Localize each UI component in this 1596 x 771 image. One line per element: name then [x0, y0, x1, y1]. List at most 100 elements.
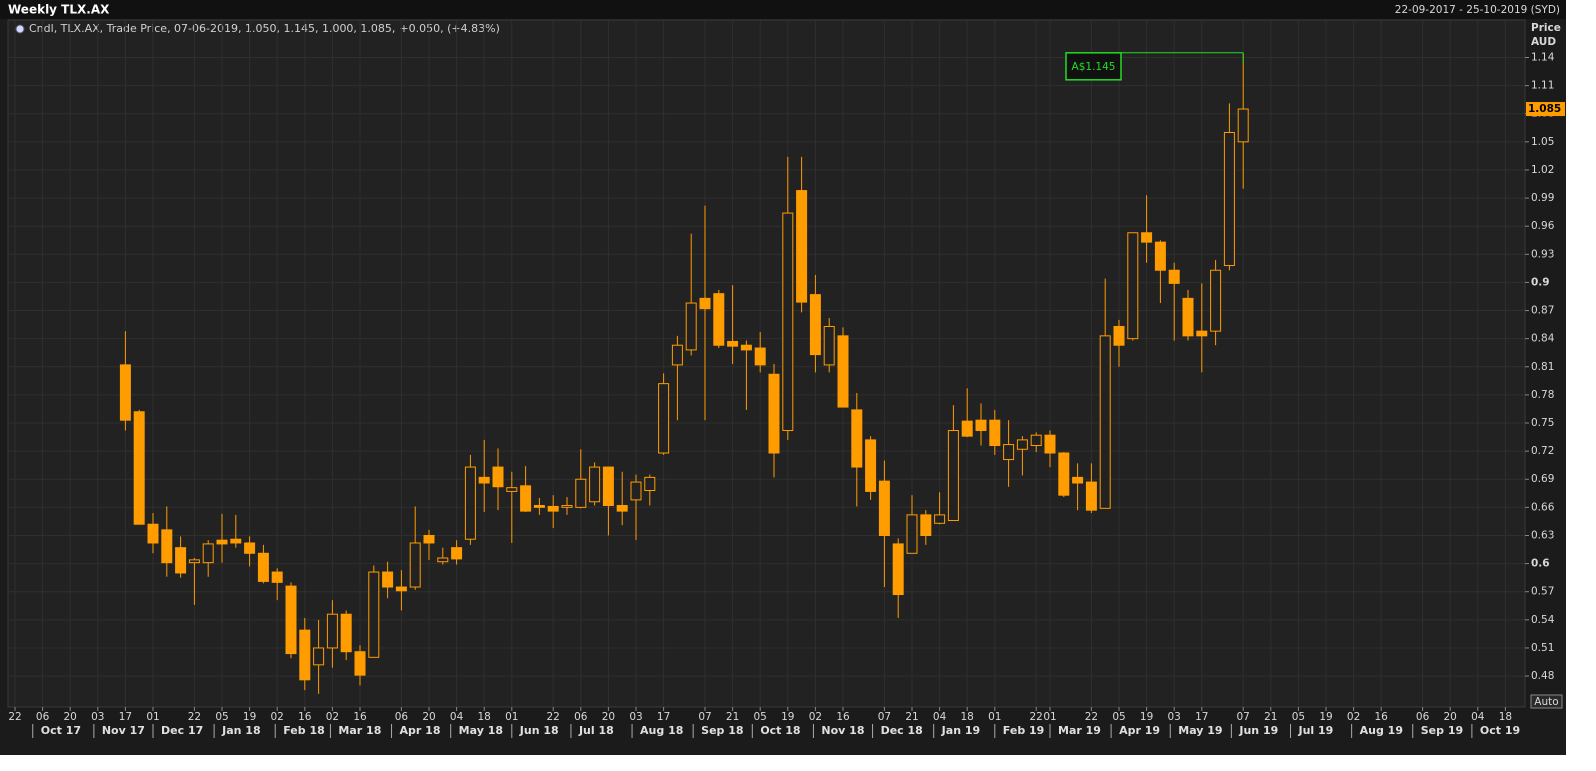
x-tick-label: 04 [1471, 711, 1485, 723]
candle-body [257, 552, 269, 582]
month-label: Jan 19 [941, 724, 980, 737]
legend-icon[interactable] [15, 24, 25, 34]
x-tick-label: 07 [698, 711, 711, 723]
y-tick-label: 0.57 [1531, 586, 1554, 598]
candle-body [561, 504, 573, 508]
candle-body [409, 542, 421, 588]
auto-button-label[interactable]: Auto [1534, 696, 1558, 708]
candle-body [244, 542, 256, 554]
candle-body [754, 347, 766, 366]
month-label: Feb 19 [1003, 724, 1045, 737]
x-tick-label: 20 [602, 711, 615, 723]
month-label: Mar 19 [1058, 724, 1101, 737]
candle-body [796, 190, 808, 303]
y-tick-label: 0.78 [1531, 389, 1554, 401]
candle-body [920, 514, 932, 536]
candle-body [437, 557, 449, 563]
month-label: Aug 19 [1360, 724, 1403, 737]
candle-body [354, 651, 366, 676]
candle-body [768, 373, 780, 454]
y-axis-label: AUD [1531, 36, 1556, 48]
candle-body [1223, 131, 1235, 267]
y-tick-label: 0.9 [1531, 276, 1550, 288]
x-tick-label: 05 [215, 711, 228, 723]
candle-body [1113, 325, 1125, 346]
candle-body [547, 505, 559, 512]
annotation-label: A$1.145 [1072, 61, 1116, 73]
candle-body [368, 571, 380, 658]
x-tick-label: 19 [781, 711, 794, 723]
annotation-box [1065, 52, 1122, 81]
candle-body [1127, 232, 1139, 340]
x-tick-label: 18 [478, 711, 491, 723]
x-tick-label: 02 [326, 711, 339, 723]
candle-body [147, 523, 159, 544]
y-tick-label: 0.6 [1531, 558, 1550, 570]
month-label: Oct 19 [1480, 724, 1520, 737]
x-tick-label: 18 [1499, 711, 1512, 723]
candle-body [602, 466, 614, 506]
month-label: Jul 18 [578, 724, 614, 737]
legend-text: Cndl, TLX.AX, Trade Price, 07-06-2019, 1… [29, 22, 395, 35]
x-tick-label: 22 [547, 711, 560, 723]
candle-body [685, 302, 697, 351]
candle-body [326, 613, 338, 649]
y-tick-label: 0.75 [1531, 417, 1554, 429]
candle-body [1016, 439, 1028, 450]
candle-body [782, 212, 794, 432]
auto-button[interactable] [1530, 694, 1563, 709]
candle-body [727, 340, 739, 347]
candle-body [1237, 108, 1249, 143]
candle-body [1182, 297, 1194, 337]
x-tick-label: 01 [1043, 711, 1056, 723]
candle-body [464, 466, 476, 540]
month-label: Apr 18 [400, 724, 441, 737]
x-tick-label: 19 [1140, 711, 1153, 723]
y-tick-label: 0.93 [1531, 248, 1554, 260]
x-tick-label: 22 [8, 711, 21, 723]
x-tick-label: 03 [629, 711, 642, 723]
month-label: May 18 [459, 724, 503, 737]
x-tick-label: 01 [505, 711, 518, 723]
x-tick-label: 01 [146, 711, 159, 723]
candle-body [313, 647, 325, 666]
x-tick-label: 16 [836, 711, 850, 723]
candle-body [382, 571, 394, 588]
x-tick-label: 22 [1085, 711, 1098, 723]
title-bar [0, 0, 1566, 19]
x-tick-label: 03 [1168, 711, 1181, 723]
y-tick-label: 0.84 [1531, 333, 1555, 345]
y-tick-label: 0.99 [1531, 192, 1554, 204]
x-tick-label: 21 [726, 711, 739, 723]
month-label: Aug 18 [640, 724, 683, 737]
candle-body [1030, 434, 1042, 447]
month-label: Nov 18 [821, 724, 864, 737]
x-tick-label: 05 [1292, 711, 1305, 723]
month-label: Oct 17 [41, 724, 81, 737]
x-tick-label: 06 [574, 711, 588, 723]
month-label: Mar 18 [338, 724, 381, 737]
candle-body [230, 538, 242, 544]
x-tick-label: 06 [1416, 711, 1430, 723]
y-tick-label: 0.69 [1531, 473, 1554, 485]
x-tick-label: 19 [1319, 711, 1332, 723]
x-tick-label: 21 [905, 711, 918, 723]
candle-body [658, 383, 670, 454]
candle-body [671, 344, 683, 366]
x-tick-label: 16 [1375, 711, 1389, 723]
candle-body [616, 504, 628, 512]
candle-body [451, 547, 463, 560]
x-tick-label: 02 [809, 711, 822, 723]
x-tick-label: 16 [353, 711, 367, 723]
plot-area [7, 19, 1526, 708]
month-label: Jul 19 [1298, 724, 1334, 737]
candle-body [1085, 481, 1097, 511]
candle-body [823, 325, 835, 366]
y-axis-label: Price [1531, 22, 1561, 34]
candle-body [1072, 476, 1084, 484]
legend-change: +0.050, (+4.83%) [399, 22, 499, 35]
y-tick-label: 0.66 [1531, 501, 1555, 513]
x-tick-label: 05 [1112, 711, 1125, 723]
candle-body [575, 478, 587, 508]
candle-body [589, 466, 601, 503]
